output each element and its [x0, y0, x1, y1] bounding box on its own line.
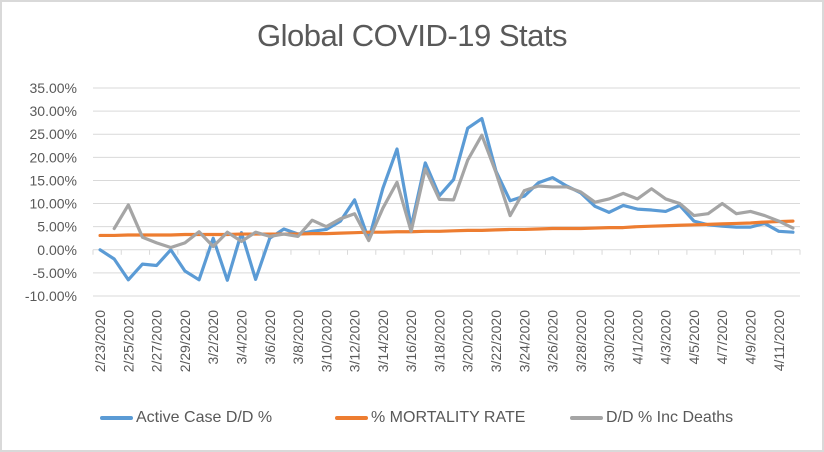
x-tick-label: 4/5/2020 [686, 310, 702, 365]
x-tick-label: 4/3/2020 [658, 310, 674, 365]
y-tick-label: -5.00% [33, 265, 77, 281]
chart-title: Global COVID-19 Stats [257, 18, 567, 53]
x-tick-label: 3/4/2020 [233, 310, 249, 365]
x-tick-label: 3/22/2020 [488, 310, 504, 372]
legend-label-mortality-rate: % MORTALITY RATE [371, 409, 526, 426]
x-tick-label: 3/12/2020 [347, 310, 363, 372]
x-tick-label: 3/16/2020 [403, 310, 419, 372]
legend-item-mortality-rate: % MORTALITY RATE [335, 409, 525, 427]
x-tick-label: 3/20/2020 [460, 310, 476, 372]
x-tick-label: 3/8/2020 [290, 310, 306, 365]
x-tick-label: 3/24/2020 [516, 310, 532, 372]
legend-item-inc-deaths: D/D % Inc Deaths [570, 409, 733, 427]
legend-swatch-active-case [100, 416, 133, 420]
x-tick-label: 3/30/2020 [601, 310, 617, 372]
x-tick-label: 3/10/2020 [318, 310, 334, 372]
y-tick-label: 30.00% [30, 103, 77, 119]
x-tick-label: 4/9/2020 [743, 310, 759, 365]
x-tick-label: 3/6/2020 [262, 310, 278, 365]
x-tick-label: 4/7/2020 [714, 310, 730, 365]
x-tick-label: 4/1/2020 [629, 310, 645, 365]
y-tick-label: 0.00% [37, 242, 77, 258]
series-lines [98, 116, 795, 282]
y-tick-label: 25.00% [30, 126, 77, 142]
x-tick-label: 2/25/2020 [120, 310, 136, 372]
legend-label-active-case: Active Case D/D % [136, 409, 273, 426]
y-axis-labels: 35.00% 30.00% 25.00% 20.00% 15.00% 10.00% 5.00… [25, 80, 77, 304]
gridlines [93, 87, 800, 297]
series-line-d-d-inc-deaths [112, 133, 795, 250]
y-tick-label: -10.00% [25, 288, 77, 304]
x-tick-label: 2/29/2020 [177, 310, 193, 372]
x-tick-label: 3/2/2020 [205, 310, 221, 365]
x-axis: 2/23/2020 2/25/2020 2/27/2020 2/29/2020 3/2/… [92, 249, 801, 372]
legend-label-inc-deaths: D/D % Inc Deaths [606, 409, 734, 426]
x-tick-label: 3/14/2020 [375, 310, 391, 372]
legend-swatch-mortality-rate [335, 416, 368, 420]
legend-item-active-case: Active Case D/D % [100, 409, 272, 427]
y-tick-label: 15.00% [30, 172, 77, 188]
y-tick-label: 5.00% [37, 219, 77, 235]
y-tick-label: 35.00% [30, 80, 77, 96]
legend: Active Case D/D % % MORTALITY RATE D/D %… [100, 409, 740, 433]
x-tick-label: 3/28/2020 [573, 310, 589, 372]
y-tick-label: 20.00% [30, 149, 77, 165]
x-tick-label: 2/23/2020 [92, 310, 108, 372]
x-tick-label: 2/27/2020 [149, 310, 165, 372]
y-tick-label: 10.00% [30, 196, 77, 212]
series-line-mortality-rate [98, 219, 795, 238]
legend-swatch-inc-deaths [570, 416, 603, 420]
x-tick-label: 3/18/2020 [431, 310, 447, 372]
x-tick-label: 3/26/2020 [545, 310, 561, 372]
x-tick-label: 4/11/2020 [771, 310, 787, 371]
